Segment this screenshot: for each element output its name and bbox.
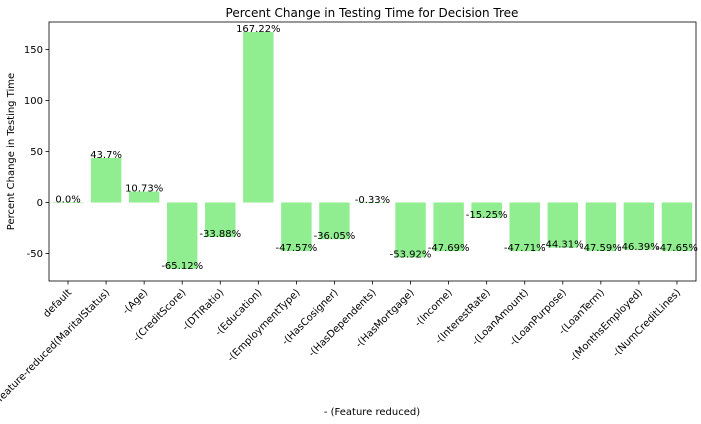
- bar-16: [661, 202, 693, 252]
- y-tick-label-2: 50: [30, 147, 43, 158]
- bar-5: [243, 31, 274, 203]
- bars-group: [52, 31, 693, 269]
- bar-10: [433, 202, 464, 252]
- data-label-4: -33.88%: [199, 229, 241, 240]
- data-label-9: -53.92%: [390, 249, 432, 260]
- data-label-11: -15.25%: [466, 210, 508, 221]
- y-tick-label-4: 150: [24, 45, 43, 56]
- bar-15: [623, 202, 655, 250]
- data-label-7: -36.05%: [314, 231, 356, 242]
- bar-4: [205, 202, 236, 238]
- data-label-0: 0.0%: [55, 194, 80, 205]
- y-axis-label: Percent Change in Testing Time: [6, 73, 17, 230]
- y-axis: -50 0 50 100 150: [24, 45, 49, 260]
- data-label-6: -47.57%: [276, 243, 318, 254]
- data-label-15: -46.39%: [618, 242, 660, 253]
- data-labels-group: 0.0% 43.7% 10.73% -65.12% -33.88% 167.22% -47.…: [55, 24, 698, 272]
- bar-8: [357, 202, 388, 203]
- bar-11: [471, 202, 502, 219]
- bar-14: [585, 202, 617, 252]
- data-label-14: -47.59%: [580, 243, 622, 254]
- bar-13: [547, 202, 579, 248]
- data-label-8: -0.33%: [355, 195, 390, 206]
- data-label-2: 10.73%: [125, 184, 163, 195]
- data-label-10: -47.69%: [428, 243, 470, 254]
- data-label-13: -44.31%: [542, 240, 584, 251]
- data-label-12: -47.71%: [504, 243, 546, 254]
- bar-0: [52, 202, 84, 203]
- y-tick-label-0: -50: [27, 249, 43, 260]
- bar-1: [90, 157, 122, 203]
- x-axis-label: - (Feature reduced): [324, 407, 420, 418]
- chart-title: Percent Change in Testing Time for Decis…: [226, 6, 519, 20]
- bar-6: [281, 202, 312, 251]
- bar-3: [166, 202, 198, 269]
- bar-12: [509, 202, 540, 252]
- bar-7: [319, 202, 350, 240]
- data-label-5: 167.22%: [236, 24, 281, 35]
- data-label-3: -65.12%: [161, 261, 203, 272]
- plot-frame: [48, 21, 697, 282]
- data-label-1: 43.7%: [90, 150, 122, 161]
- bar-9: [395, 202, 426, 258]
- y-tick-label-3: 100: [24, 96, 43, 107]
- bar-2: [128, 191, 160, 203]
- y-tick-label-1: 0: [37, 198, 43, 209]
- data-label-16: -47.65%: [656, 243, 698, 254]
